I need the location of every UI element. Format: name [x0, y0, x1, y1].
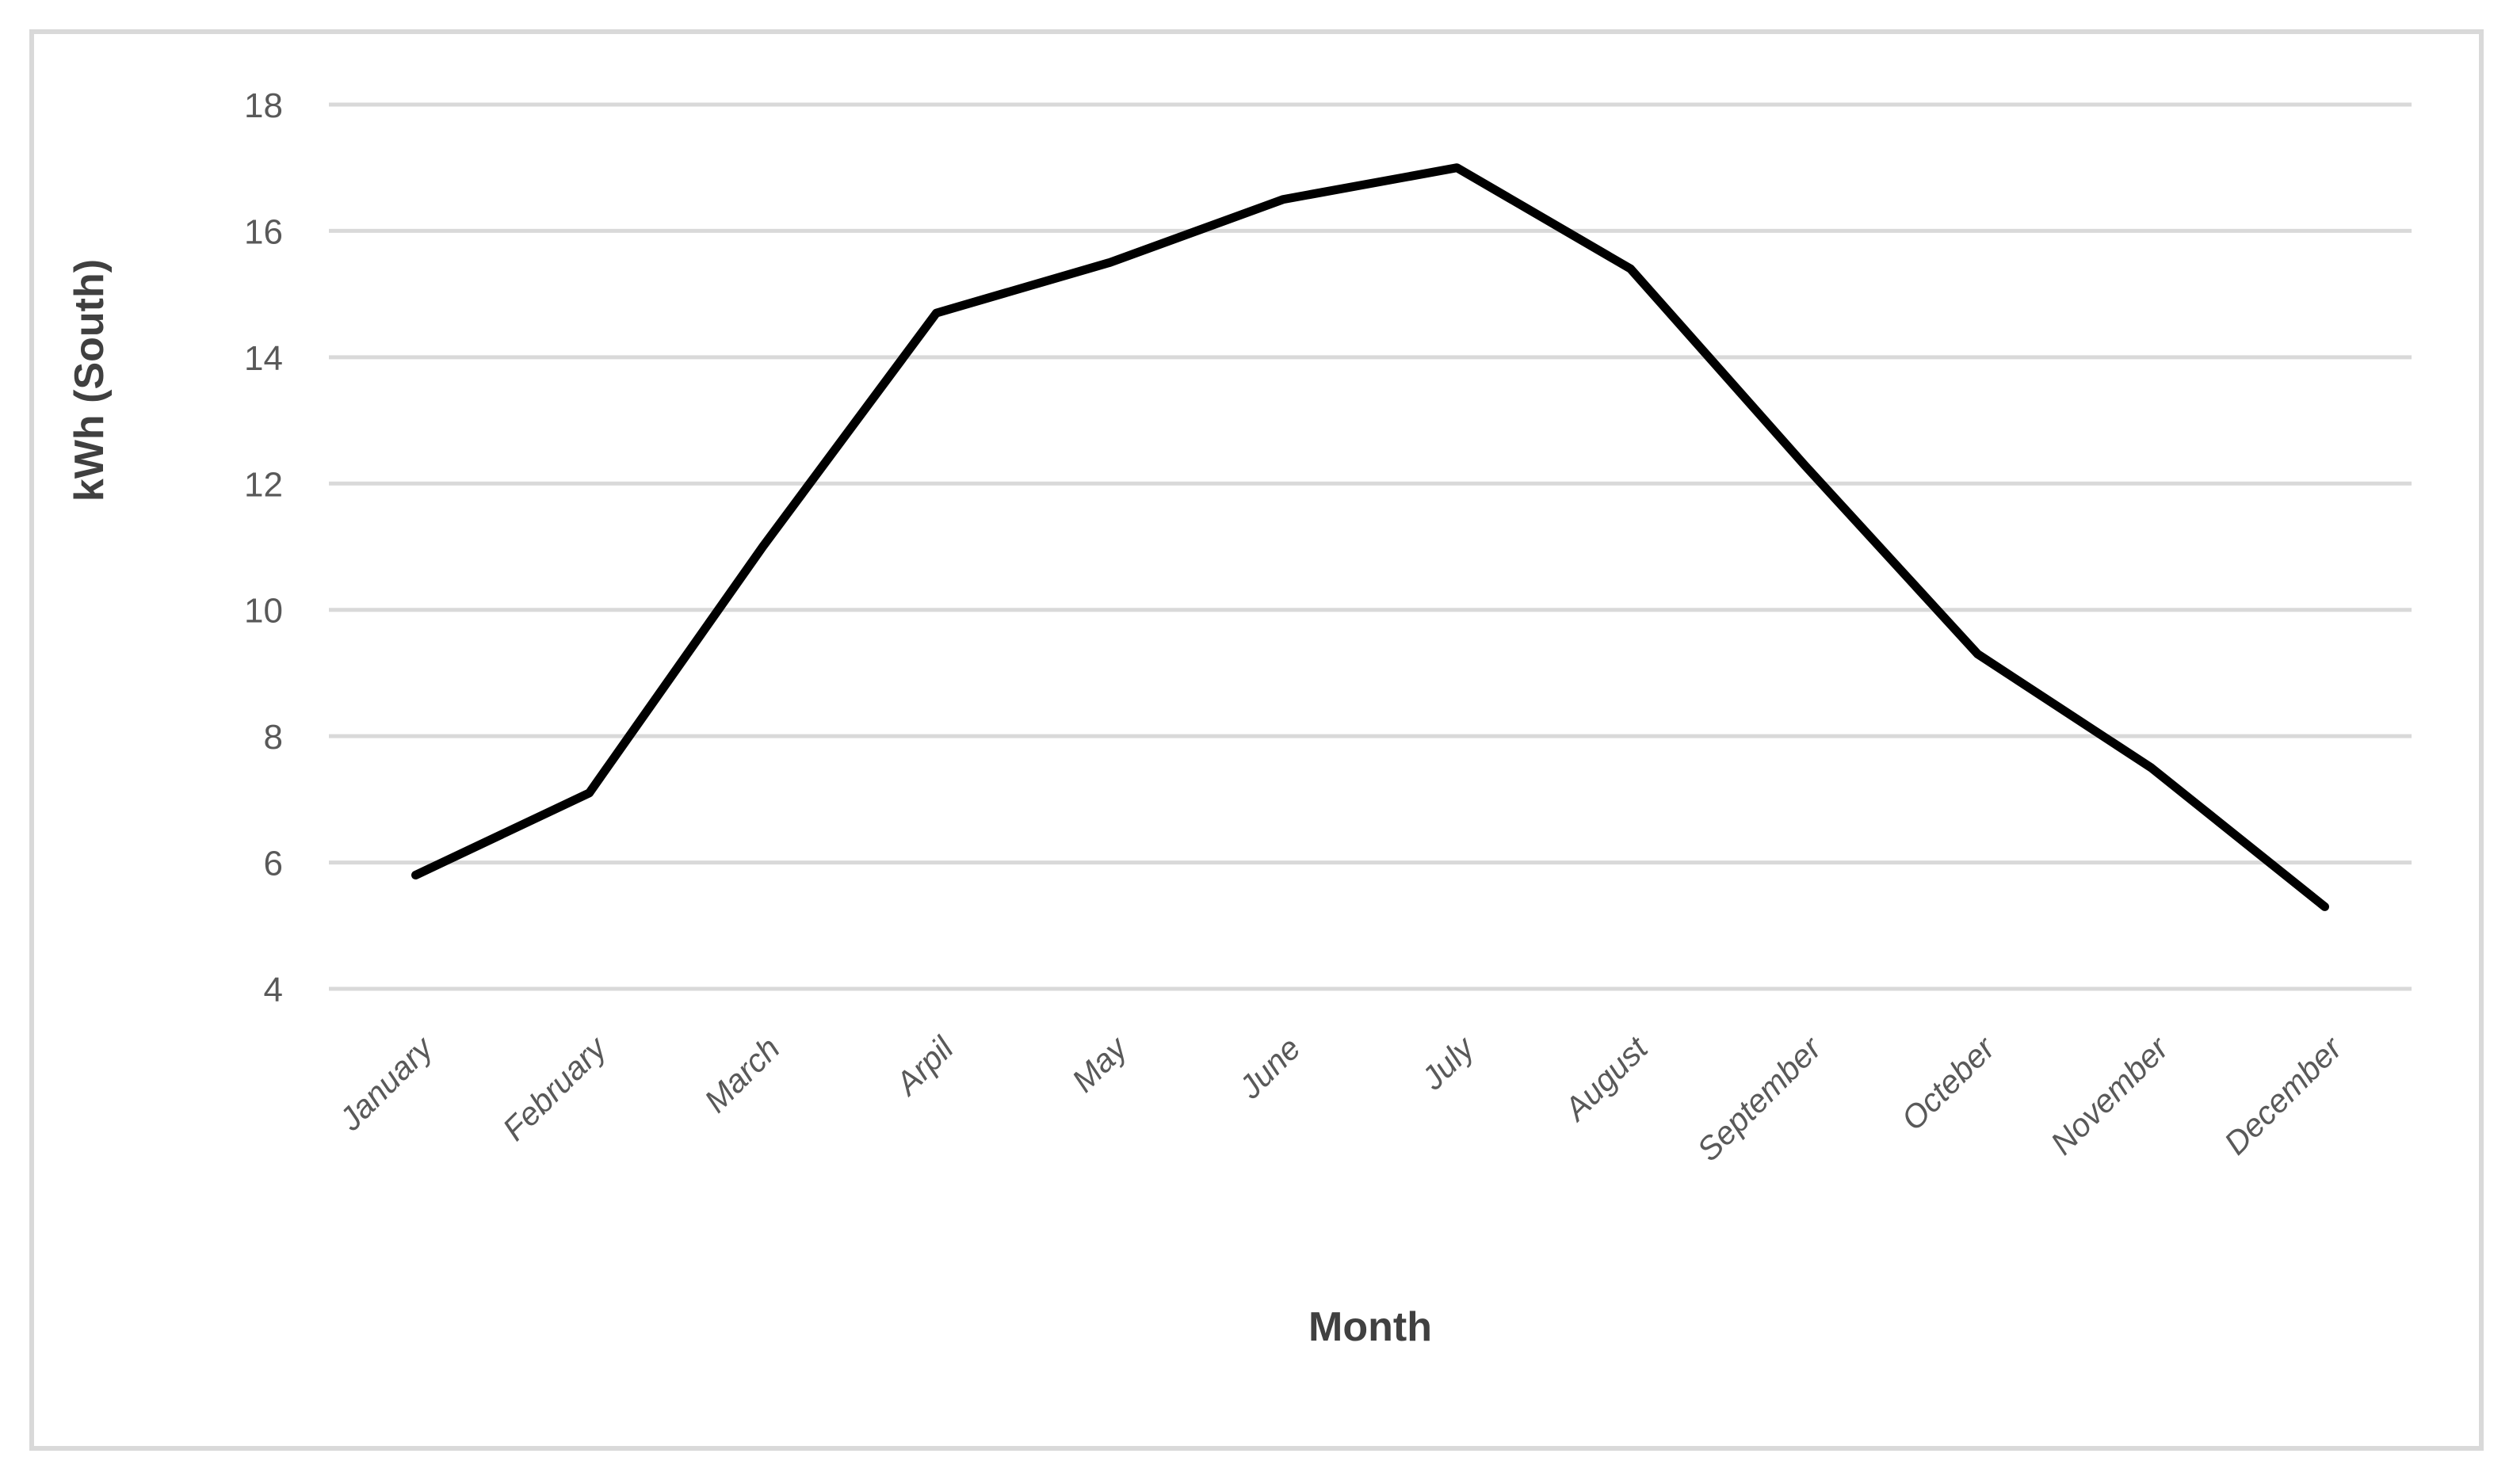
x-category-label-8: September — [1690, 1028, 1830, 1168]
y-axis-tick-labels: 4 6 8 10 12 14 16 18 — [244, 86, 283, 1009]
y-tick-label-8: 8 — [264, 718, 283, 757]
y-tick-label-4: 4 — [264, 971, 283, 1009]
x-category-label-1: February — [495, 1028, 614, 1147]
x-category-label-4: May — [1065, 1028, 1136, 1099]
data-series — [411, 163, 2329, 911]
y-tick-label-18: 18 — [244, 86, 283, 125]
x-category-label-3: Arpil — [887, 1029, 961, 1104]
x-category-label-9: Octeber — [1894, 1028, 2003, 1137]
chart-border — [29, 29, 2484, 1451]
x-category-label-6: July — [1414, 1028, 1483, 1097]
y-tick-label-12: 12 — [244, 465, 283, 504]
y-tick-label-10: 10 — [244, 592, 283, 631]
gridlines — [329, 102, 2412, 991]
series-line-0 — [411, 163, 2329, 911]
x-category-label-7: August — [1556, 1029, 1656, 1129]
y-tick-label-6: 6 — [264, 845, 283, 883]
y-tick-label-14: 14 — [244, 339, 283, 378]
y-tick-label-16: 16 — [244, 212, 283, 251]
x-category-label-2: March — [697, 1030, 787, 1120]
x-category-label-10: November — [2044, 1028, 2177, 1162]
x-category-label-0: January — [331, 1028, 441, 1138]
x-category-label-11: December — [2217, 1028, 2351, 1162]
y-axis-title: kWh (South) — [67, 259, 113, 502]
x-axis-category-labels: January February March Arpil May June July Augu… — [331, 1028, 2350, 1168]
x-axis-title: Month — [1308, 1304, 1432, 1350]
x-category-label-5: June — [1232, 1030, 1308, 1106]
